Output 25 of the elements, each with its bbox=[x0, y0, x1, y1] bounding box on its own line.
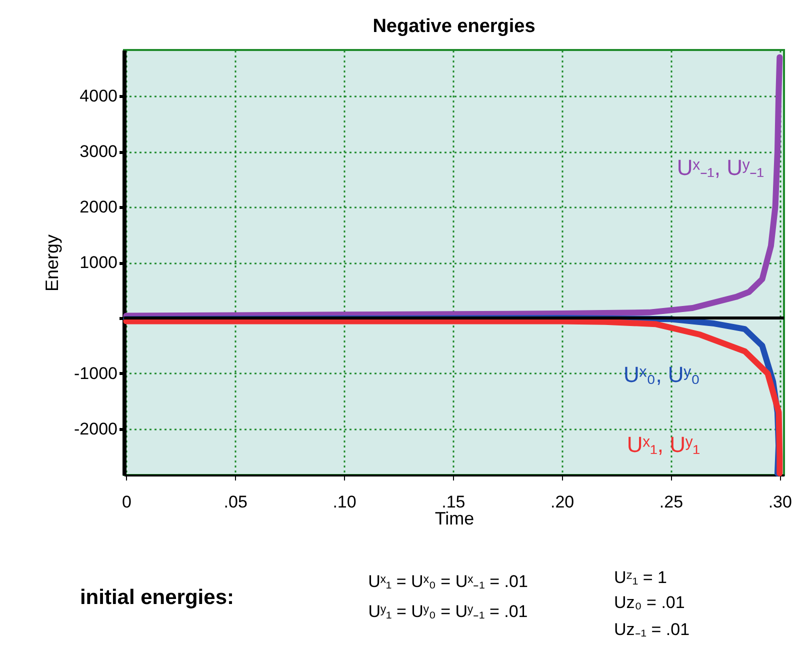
y-tick-label: -2000 bbox=[74, 419, 118, 438]
y-tick-label: 1000 bbox=[80, 253, 118, 272]
y-tick-label: 4000 bbox=[80, 86, 118, 106]
x-tick-label: .10 bbox=[332, 492, 356, 512]
x-tick-label: .25 bbox=[659, 492, 684, 512]
x-tick-label: 0 bbox=[122, 492, 132, 512]
x-tick-label: .15 bbox=[442, 492, 466, 512]
y-tick-label: -1000 bbox=[74, 364, 118, 383]
text: Uˣ₁ = Uˣ₀ = Uˣ₋₁ = .01 bbox=[368, 572, 528, 591]
text: Uˣ₁, Uʸ₁ bbox=[626, 432, 700, 457]
text: Uz₀ = .01 bbox=[614, 593, 685, 612]
y-tick-label: 3000 bbox=[80, 142, 118, 162]
text: initial energies: bbox=[80, 586, 234, 609]
text: Uʸ₁ = Uʸ₀ = Uʸ₋₁ = .01 bbox=[368, 602, 528, 621]
x-tick-label: .30 bbox=[768, 492, 792, 512]
text: Uz₋₁ = .01 bbox=[614, 620, 690, 639]
x-tick-label: .20 bbox=[550, 492, 574, 512]
text: Uᶻ₁ = 1 bbox=[614, 568, 667, 587]
x-axis-title: Time bbox=[434, 508, 474, 528]
y-axis-title: Energy bbox=[42, 234, 62, 292]
y-tick-label: 2000 bbox=[80, 198, 118, 217]
series-label: Uˣ₀, Uʸ₀ bbox=[623, 362, 700, 387]
series-label: Uˣ₋₁, Uʸ₋₁ bbox=[676, 155, 764, 180]
x-tick-label: .05 bbox=[224, 492, 248, 512]
chart-title: Negative energies bbox=[372, 16, 536, 37]
